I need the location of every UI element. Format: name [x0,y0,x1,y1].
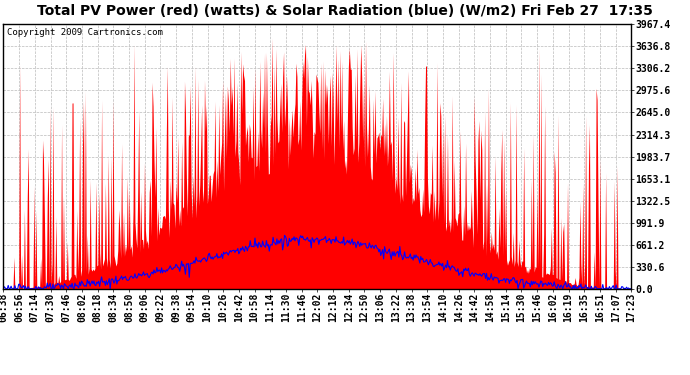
Text: Total PV Power (red) (watts) & Solar Radiation (blue) (W/m2) Fri Feb 27  17:35: Total PV Power (red) (watts) & Solar Rad… [37,4,653,18]
Text: Copyright 2009 Cartronics.com: Copyright 2009 Cartronics.com [7,28,162,38]
